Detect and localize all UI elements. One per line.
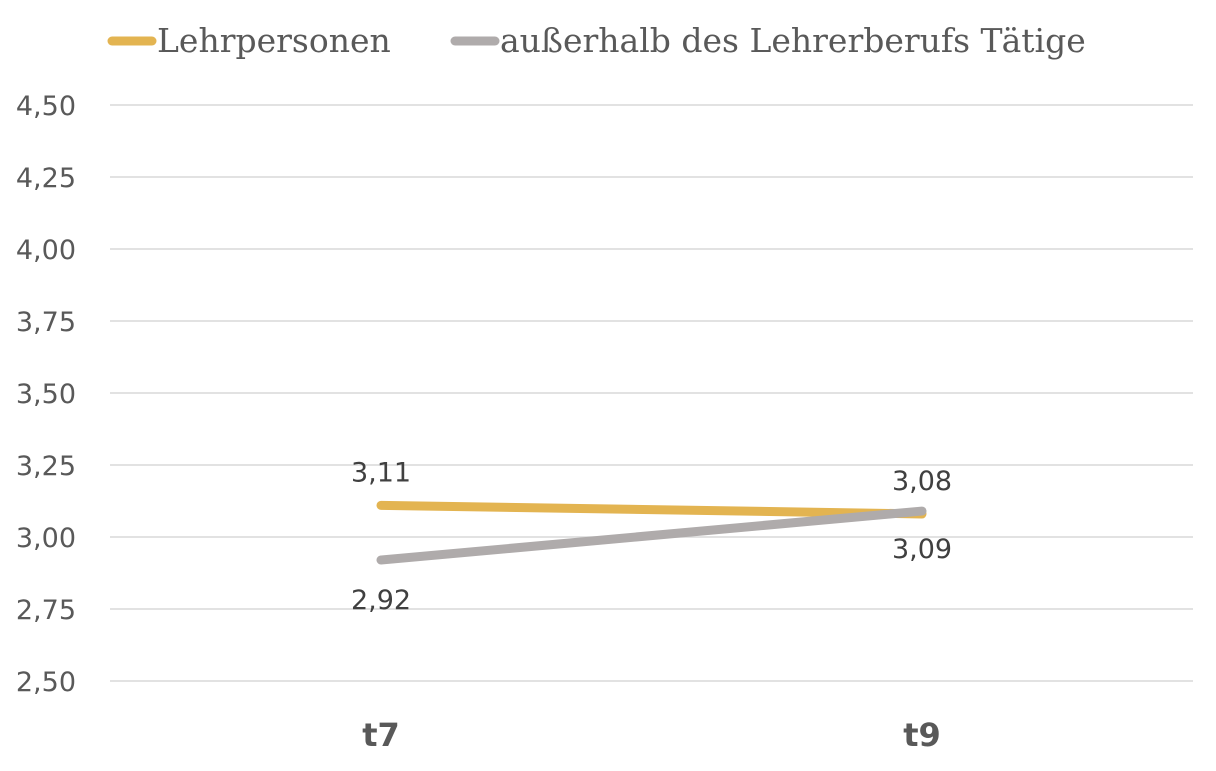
gridlines — [110, 104, 1193, 682]
legend-label: Lehrpersonen — [157, 21, 391, 60]
y-tick-label: 3,75 — [16, 307, 76, 338]
y-axis: 2,50 2,75 3,00 3,25 3,50 3,75 4,00 4,25 4,50 — [16, 91, 76, 698]
series-lines — [376, 500, 927, 565]
y-tick-label: 2,50 — [16, 667, 76, 698]
x-tick-label: t9 — [903, 716, 941, 754]
y-tick-label: 4,50 — [16, 91, 76, 122]
series-line-1 — [376, 500, 927, 519]
data-label: 3,11 — [351, 457, 411, 488]
data-label: 3,09 — [892, 534, 952, 565]
y-tick-label: 4,00 — [16, 235, 76, 266]
y-tick-label: 4,25 — [16, 163, 76, 194]
data-labels: 3,11 3,08 2,92 3,09 — [351, 457, 952, 616]
y-tick-label: 2,75 — [16, 595, 76, 626]
x-tick-label: t7 — [362, 716, 400, 754]
data-label: 3,08 — [892, 466, 952, 497]
legend-label: außerhalb des Lehrerberufs Tätige — [500, 21, 1086, 60]
y-tick-label: 3,00 — [16, 523, 76, 554]
series-line-2 — [376, 506, 927, 565]
legend: Lehrpersonen außerhalb des Lehrerberufs T… — [107, 21, 1086, 60]
x-axis: t7 t9 — [362, 716, 941, 754]
y-tick-label: 3,25 — [16, 451, 76, 482]
data-label: 2,92 — [351, 585, 411, 616]
legend-item-1: Lehrpersonen — [107, 21, 391, 60]
legend-item-2: außerhalb des Lehrerberufs Tätige — [450, 21, 1086, 60]
y-tick-label: 3,50 — [16, 379, 76, 410]
